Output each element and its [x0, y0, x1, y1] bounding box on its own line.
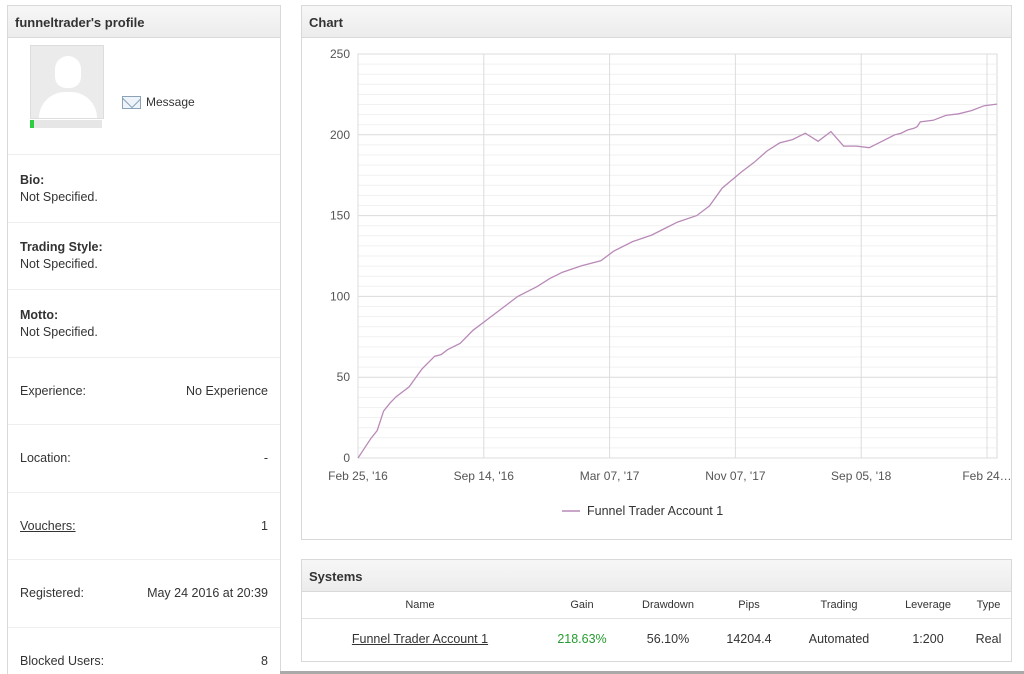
motto-row: Motto: Not Specified.: [8, 290, 280, 358]
y-tick-label: 100: [330, 289, 350, 303]
location-value: -: [263, 451, 268, 466]
system-type: Real: [975, 632, 1002, 647]
col-drawdown-header[interactable]: Drawdown: [626, 592, 710, 619]
blocked-users-row: Blocked Users: 8: [8, 628, 280, 674]
trading-style-label: Trading Style:: [20, 240, 103, 255]
blocked-users-value: 8: [261, 654, 268, 669]
envelope-icon: [122, 95, 141, 109]
profile-summary: Message: [8, 38, 280, 155]
series-line: [357, 103, 998, 459]
x-tick-label: Nov 07, '17: [705, 469, 766, 483]
vouchers-value: 1: [261, 518, 268, 533]
y-tick-label: 250: [330, 47, 350, 61]
registered-value: May 24 2016 at 20:39: [147, 586, 268, 601]
systems-header-row: Name Gain Drawdown Pips Trading Leverage…: [302, 592, 1011, 619]
location-label: Location:: [20, 451, 71, 466]
avatar-body-icon: [39, 92, 97, 118]
col-pips-header[interactable]: Pips: [710, 592, 788, 619]
table-row: Funnel Trader Account 1 218.63% 56.10% 1…: [302, 618, 1011, 660]
profile-panel: funneltrader's profile Message Bio: Not …: [7, 5, 281, 674]
col-trading-header[interactable]: Trading: [788, 592, 890, 619]
avatar[interactable]: [30, 45, 104, 119]
bio-label: Bio:: [20, 172, 45, 187]
system-drawdown: 56.10%: [646, 632, 690, 647]
vouchers-row: Vouchers: 1: [8, 493, 280, 560]
systems-table: Name Gain Drawdown Pips Trading Leverage…: [302, 592, 1011, 660]
y-tick-label: 0: [343, 451, 350, 465]
growth-chart[interactable]: 0 50 100 150 200 250 Feb 25, '16 Sep 14, '16 Mar…: [302, 38, 1011, 539]
page-bottom-divider: [280, 671, 1024, 674]
x-tick-label: Mar 07, '17: [580, 469, 640, 483]
online-status-fill: [30, 120, 34, 128]
system-trading: Automated: [808, 632, 870, 647]
experience-label: Experience:: [20, 383, 87, 398]
legend-label: Funnel Trader Account 1: [587, 504, 723, 518]
vouchers-link[interactable]: Vouchers:: [20, 518, 76, 533]
system-leverage: 1:200: [912, 632, 944, 647]
blocked-users-label: Blocked Users:: [20, 654, 105, 669]
motto-value: Not Specified.: [20, 324, 98, 339]
online-status-bar: [30, 120, 102, 128]
y-tick-label: 150: [330, 209, 350, 223]
x-tick-label: Sep 14, '16: [454, 469, 515, 483]
y-tick-label: 50: [337, 370, 351, 384]
x-tick-label: Feb 25, '16: [328, 469, 388, 483]
system-gain: 218.63%: [557, 632, 607, 647]
experience-row: Experience: No Experience: [8, 358, 280, 425]
registered-row: Registered: May 24 2016 at 20:39: [8, 560, 280, 628]
profile-title: funneltrader's profile: [8, 6, 280, 38]
col-gain-header[interactable]: Gain: [538, 592, 626, 619]
message-link[interactable]: Message: [122, 95, 195, 109]
message-label: Message: [146, 95, 195, 109]
trading-style-row: Trading Style: Not Specified.: [8, 223, 280, 290]
systems-panel: Systems Name Gain Drawdown Pips Trading …: [301, 559, 1012, 662]
registered-label: Registered:: [20, 586, 84, 601]
motto-label: Motto:: [20, 307, 59, 322]
avatar-head-icon: [55, 56, 81, 88]
trading-style-value: Not Specified.: [20, 257, 98, 272]
bio-value: Not Specified.: [20, 189, 98, 204]
col-name-header[interactable]: Name: [302, 592, 538, 619]
location-row: Location: -: [8, 425, 280, 493]
systems-title: Systems: [302, 560, 1011, 592]
y-tick-label: 200: [330, 128, 350, 142]
bio-row: Bio: Not Specified.: [8, 155, 280, 223]
system-name-link[interactable]: Funnel Trader Account 1: [351, 632, 489, 647]
col-leverage-header[interactable]: Leverage: [890, 592, 966, 619]
x-tick-label: Sep 05, '18: [831, 469, 892, 483]
x-tick-label: Feb 24…: [962, 469, 1011, 483]
system-pips: 14204.4: [726, 632, 772, 647]
col-type-header[interactable]: Type: [966, 592, 1011, 619]
chart-panel: Chart 0 50 100 150 200 250 Feb 25, '16 Sep 14, …: [301, 5, 1012, 540]
chart-title: Chart: [302, 6, 1011, 38]
experience-value: No Experience: [186, 383, 268, 398]
